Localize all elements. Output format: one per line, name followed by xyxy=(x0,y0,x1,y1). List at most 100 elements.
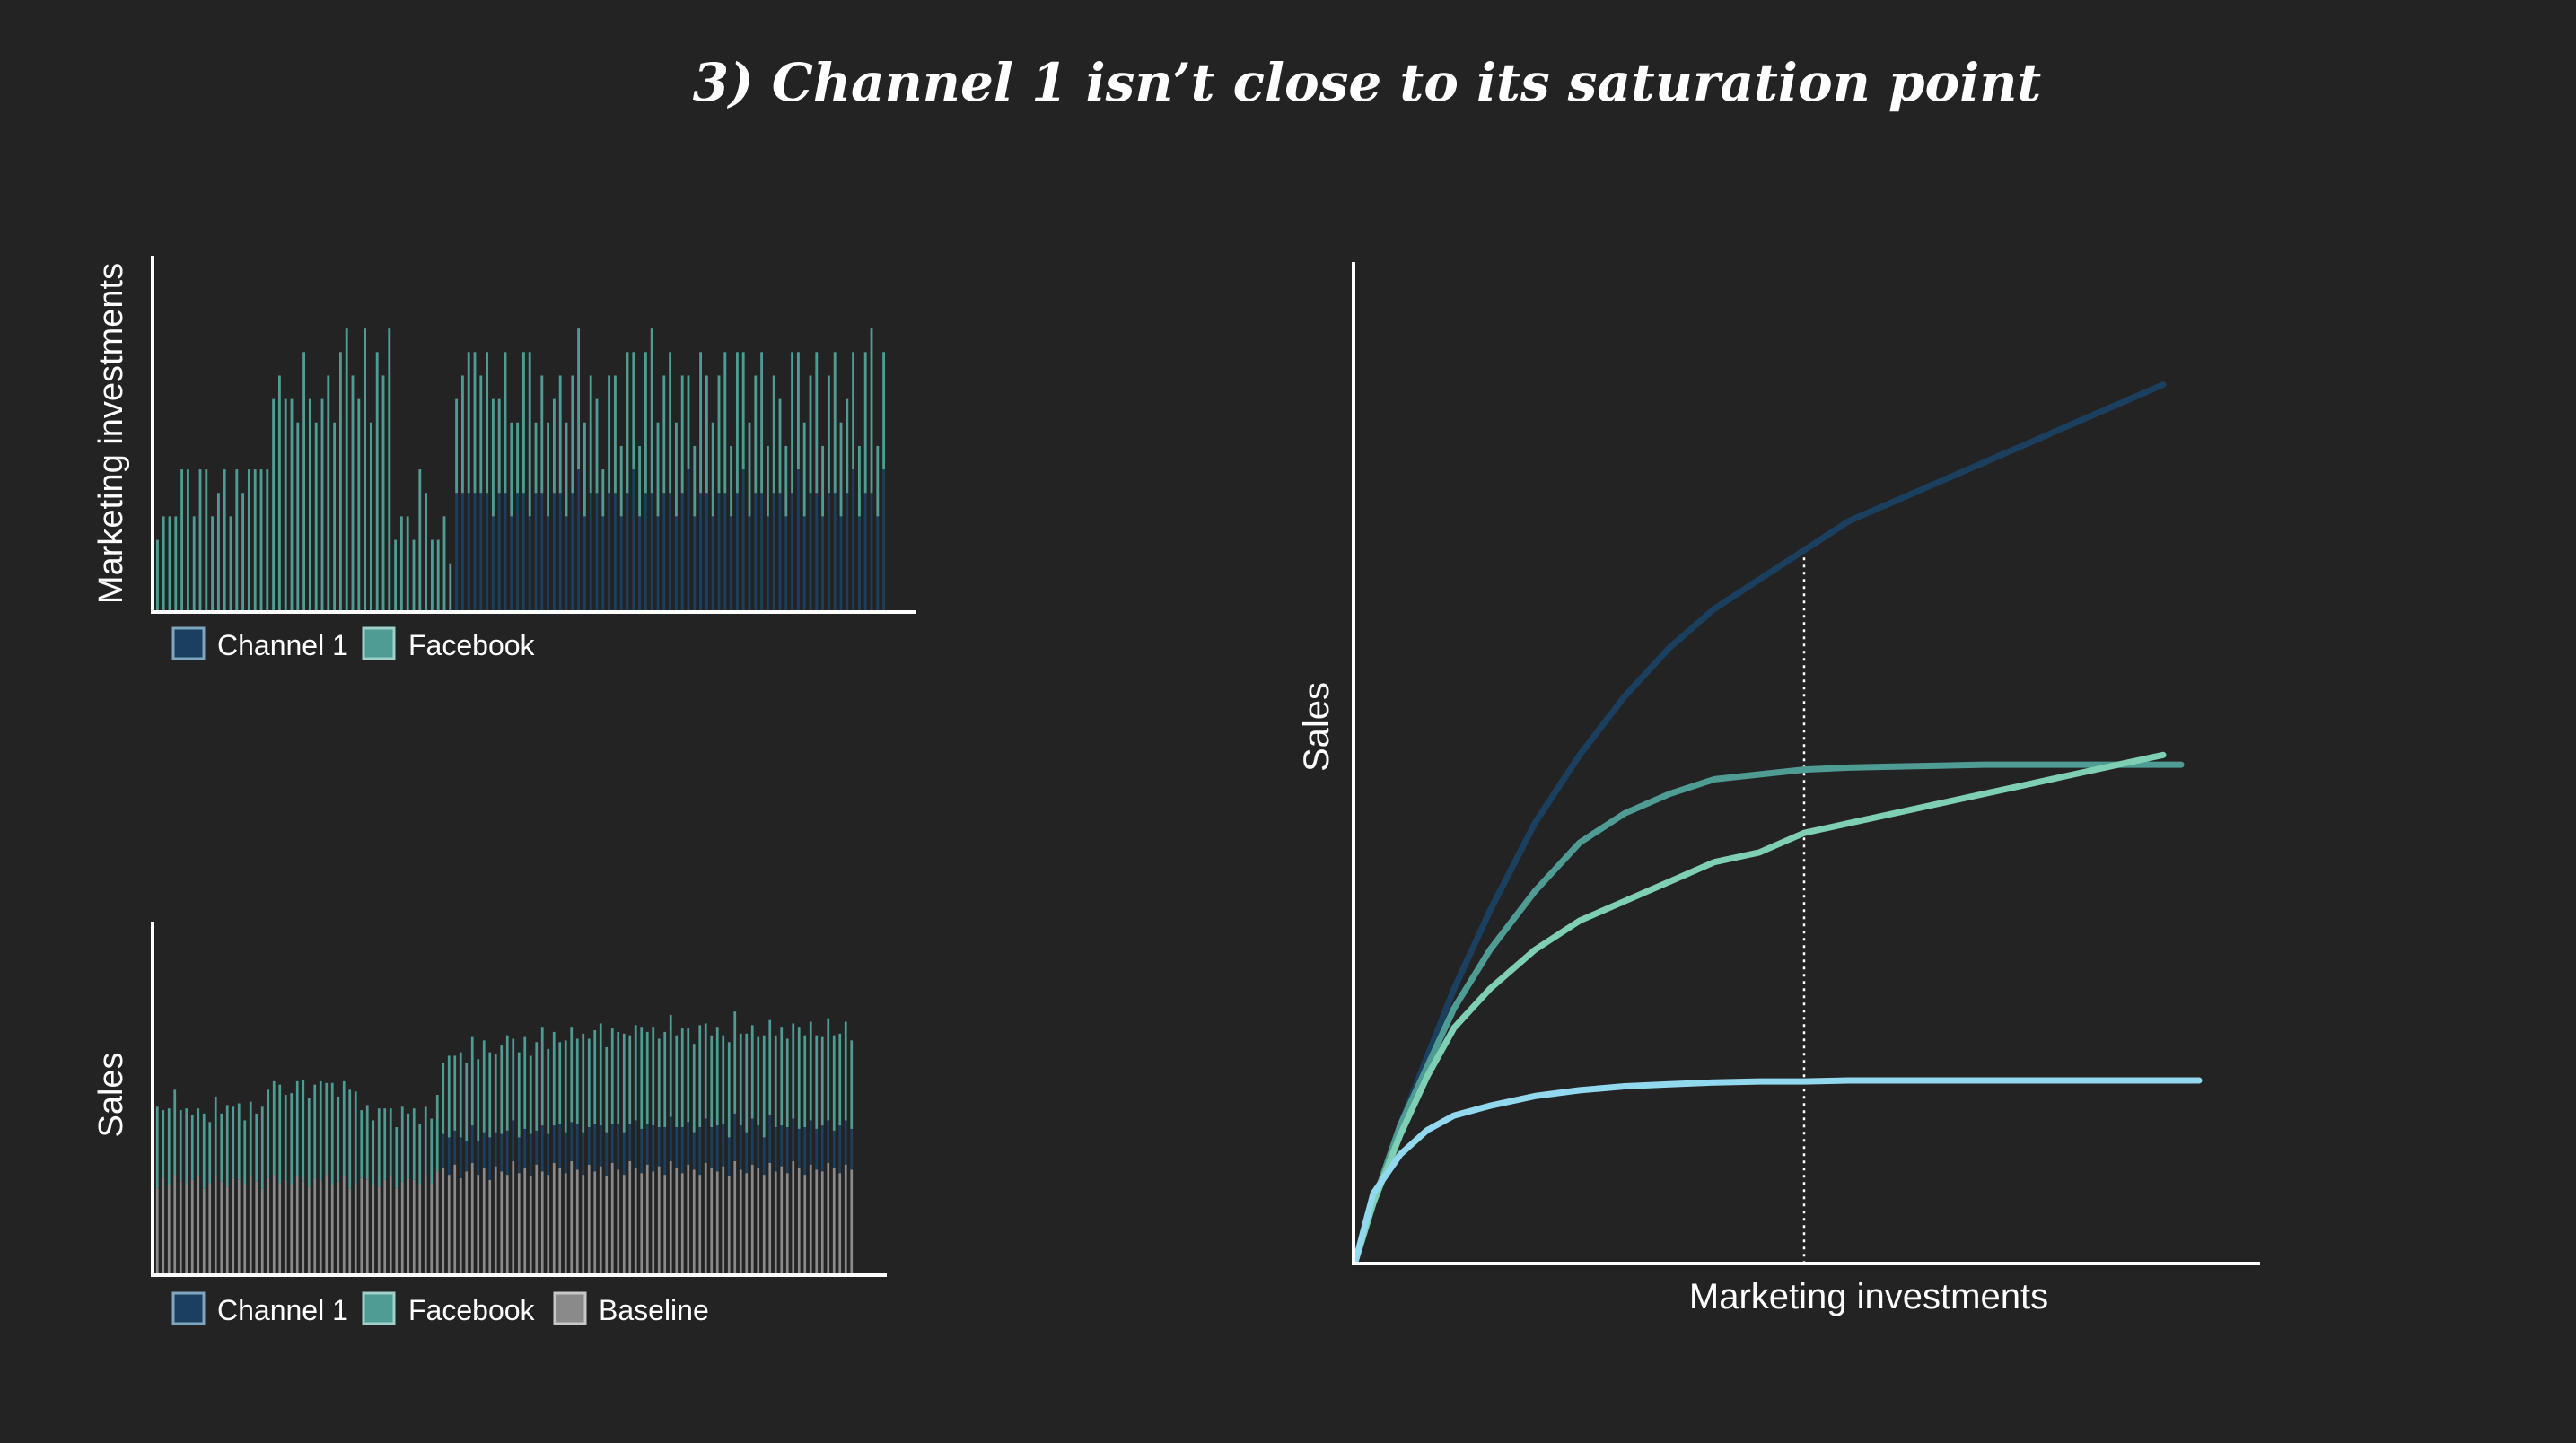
bar-channel-1 xyxy=(601,516,605,610)
bar-channel-1 xyxy=(876,516,880,610)
bar-channel-1 xyxy=(638,516,642,610)
bar-facebook xyxy=(418,469,422,610)
bar-facebook xyxy=(704,1023,707,1119)
bar-facebook xyxy=(216,493,220,610)
bar-facebook xyxy=(388,328,391,610)
bar-facebook xyxy=(730,445,733,517)
bar-channel-1 xyxy=(523,1128,527,1168)
bar-facebook xyxy=(768,1019,772,1115)
bar-channel-1 xyxy=(529,1133,532,1176)
bar-facebook xyxy=(652,1027,655,1126)
bar-facebook xyxy=(460,375,464,494)
bar-facebook xyxy=(687,1028,690,1123)
bar-facebook xyxy=(357,398,361,610)
bar-channel-1 xyxy=(832,1130,836,1168)
bar-baseline xyxy=(267,1177,270,1273)
bar-baseline xyxy=(284,1179,287,1273)
bar-baseline xyxy=(272,1175,276,1273)
bar-baseline xyxy=(575,1169,579,1273)
bar-channel-1 xyxy=(571,493,574,610)
bar-channel-1 xyxy=(510,516,513,610)
bar-facebook xyxy=(565,422,568,517)
bar-channel-1 xyxy=(863,493,867,610)
bar-facebook xyxy=(575,1038,579,1124)
bar-baseline xyxy=(570,1160,574,1273)
bar-facebook xyxy=(253,469,257,610)
bar-channel-1 xyxy=(442,1133,445,1168)
bar-baseline xyxy=(190,1179,194,1273)
bar-channel-1 xyxy=(644,493,647,610)
bar-channel-1 xyxy=(796,469,800,610)
bar-facebook xyxy=(552,1031,556,1126)
bar-channel-1 xyxy=(669,1116,672,1161)
bar-facebook xyxy=(243,1120,247,1185)
bar-baseline xyxy=(360,1177,364,1273)
bar-channel-1 xyxy=(608,493,611,610)
bar-facebook xyxy=(205,469,208,610)
bar-baseline xyxy=(640,1173,644,1273)
bar-facebook xyxy=(488,1052,492,1138)
bar-facebook xyxy=(477,1059,480,1141)
bar-facebook xyxy=(608,375,611,494)
bar-channel-1 xyxy=(809,1120,812,1165)
bar-facebook xyxy=(583,422,586,517)
bar-channel-1 xyxy=(723,493,727,610)
bar-baseline xyxy=(832,1168,836,1273)
bar-channel-1 xyxy=(762,1137,766,1176)
bar-facebook xyxy=(844,1021,847,1121)
bar-facebook xyxy=(595,398,599,494)
bar-facebook xyxy=(465,1063,469,1141)
bar-facebook xyxy=(772,375,775,494)
bar-baseline xyxy=(558,1168,562,1273)
bar-facebook xyxy=(587,1038,591,1128)
response-curve-1 xyxy=(1352,381,2167,1265)
bar-facebook xyxy=(180,469,184,610)
bar-baseline xyxy=(237,1179,241,1273)
bar-baseline xyxy=(815,1169,819,1273)
bar-channel-1 xyxy=(587,1127,591,1165)
bar-facebook xyxy=(497,398,501,494)
bar-baseline xyxy=(260,1188,264,1273)
bar-channel-1 xyxy=(727,1137,731,1176)
bar-baseline xyxy=(704,1162,707,1273)
bar-channel-1 xyxy=(774,1127,777,1172)
bar-facebook xyxy=(197,1108,200,1176)
bar-facebook xyxy=(675,1035,679,1128)
bar-facebook xyxy=(821,445,825,517)
bar-facebook xyxy=(395,1127,399,1189)
bar-facebook xyxy=(482,1040,486,1133)
bar-baseline xyxy=(757,1168,760,1273)
bar-facebook xyxy=(710,1035,714,1128)
bar-channel-1 xyxy=(733,1113,737,1161)
bar-baseline xyxy=(325,1175,329,1273)
bar-channel-1 xyxy=(632,469,635,610)
bar-channel-1 xyxy=(453,1130,457,1165)
bar-channel-1 xyxy=(827,493,830,610)
bar-baseline xyxy=(739,1169,742,1273)
bar-channel-1 xyxy=(839,516,843,610)
bar-facebook xyxy=(809,375,812,494)
bar-facebook xyxy=(601,469,605,517)
bar-baseline xyxy=(477,1175,480,1273)
bar-baseline xyxy=(255,1181,258,1273)
legend-label-facebook: Facebook xyxy=(408,1294,536,1326)
bar-facebook xyxy=(333,422,337,610)
bar-facebook xyxy=(314,422,318,610)
bar-baseline xyxy=(400,1181,404,1273)
bar-channel-1 xyxy=(791,493,794,610)
bar-facebook xyxy=(589,375,592,494)
bar-facebook xyxy=(412,539,416,610)
bar-facebook xyxy=(179,1110,182,1182)
bar-facebook xyxy=(412,1108,416,1180)
bar-facebook xyxy=(669,352,672,494)
bar-baseline xyxy=(750,1164,754,1273)
bar-facebook xyxy=(162,1110,165,1178)
bar-channel-1 xyxy=(593,1124,597,1172)
bar-facebook xyxy=(534,422,538,494)
bar-baseline xyxy=(424,1175,427,1273)
bar-baseline xyxy=(593,1171,597,1273)
bar-channel-1 xyxy=(730,516,733,610)
bar-facebook xyxy=(852,352,855,470)
bar-baseline xyxy=(727,1176,731,1273)
bar-facebook xyxy=(173,1089,177,1176)
